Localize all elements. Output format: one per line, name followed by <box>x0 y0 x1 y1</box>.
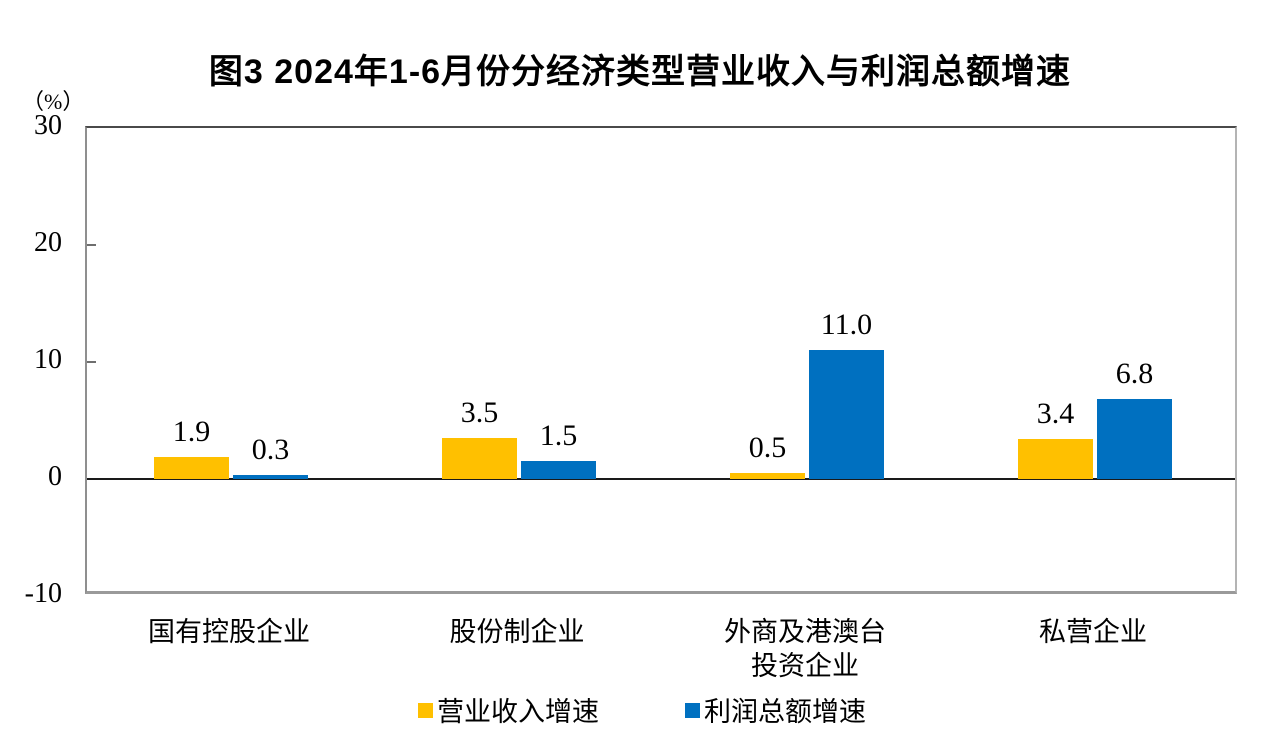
x-axis-category-label-2-line1: 股份制企业 <box>449 617 585 647</box>
x-axis-category-label-3-line2: 投资企业 <box>751 651 859 681</box>
x-axis-category-label-3-line1: 外商及港澳台 <box>724 617 886 647</box>
y-axis-tick-mark <box>87 361 96 363</box>
bar-series1-cat2 <box>442 438 517 479</box>
bar-series2-cat2 <box>521 461 596 479</box>
chart-title: 图3 2024年1-6月份分经济类型营业收入与利润总额增速 <box>208 53 1072 91</box>
bar-series2-cat1 <box>233 475 308 479</box>
legend-item-2: 利润总额增速 <box>685 694 866 730</box>
plot-area: 1.9 3.5 0.5 3.4 0.3 1.5 11.0 6.8 <box>85 126 1237 594</box>
bar-series1-cat4 <box>1018 439 1093 479</box>
x-axis-category-label-4-line1: 私营企业 <box>1039 617 1147 647</box>
bar-series1-cat3 <box>730 473 805 479</box>
y-axis-tick-label: 30 <box>34 110 62 141</box>
y-axis-tick-label: 10 <box>34 344 62 375</box>
zero-axis-line <box>87 478 1235 480</box>
bar-value-label-series2-cat4: 6.8 <box>1115 357 1154 391</box>
y-axis-tick-label: -10 <box>24 578 62 609</box>
legend-swatch-icon <box>685 703 700 718</box>
legend-label: 营业收入增速 <box>437 697 599 727</box>
bar-value-label-series1-cat1: 1.9 <box>172 414 211 448</box>
legend-label: 利润总额增速 <box>704 697 866 727</box>
x-axis-category-label-1-line1: 国有控股企业 <box>148 617 310 647</box>
bar-value-label-series1-cat3: 0.5 <box>748 431 787 465</box>
legend-item-1: 营业收入增速 <box>418 694 599 730</box>
bar-value-label-series2-cat1: 0.3 <box>251 433 290 467</box>
bar-value-label-series2-cat2: 1.5 <box>539 419 578 453</box>
y-axis-tick-mark <box>87 244 96 246</box>
bar-value-label-series2-cat3: 11.0 <box>820 308 873 342</box>
bar-value-label-series1-cat2: 3.5 <box>460 396 499 430</box>
bar-value-label-series1-cat4: 3.4 <box>1036 397 1075 431</box>
y-axis-unit-label: （%） <box>22 89 85 114</box>
bar-series1-cat1 <box>154 456 229 479</box>
legend-swatch-icon <box>418 703 433 718</box>
bar-series2-cat3 <box>809 350 884 479</box>
y-axis-tick-label: 20 <box>34 227 62 258</box>
y-axis-tick-label: 0 <box>48 461 62 492</box>
bar-series2-cat4 <box>1097 399 1172 479</box>
